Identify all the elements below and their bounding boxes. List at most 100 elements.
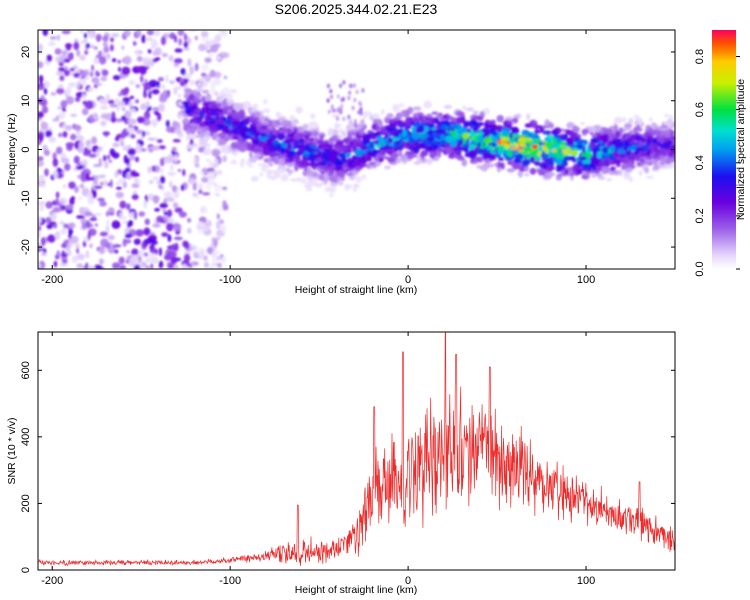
heatmap-cell bbox=[145, 265, 151, 269]
heatmap-cell bbox=[186, 125, 194, 129]
heatmap-cell bbox=[244, 102, 252, 108]
heatmap-cell bbox=[355, 89, 359, 95]
heatmap-cell bbox=[354, 167, 362, 171]
heatmap-cell bbox=[413, 106, 422, 111]
heatmap-cell bbox=[362, 133, 371, 142]
heatmap-cell bbox=[252, 103, 259, 109]
heatmap-cell bbox=[155, 57, 161, 61]
heatmap-cell bbox=[270, 175, 277, 181]
heatmap-cell bbox=[449, 121, 457, 125]
heatmap-cell bbox=[115, 191, 124, 199]
heatmap-cell bbox=[38, 134, 43, 143]
heatmap-cell bbox=[105, 94, 111, 101]
heatmap-cell bbox=[38, 156, 44, 162]
heatmap-cell bbox=[180, 184, 185, 191]
heatmap-cell bbox=[150, 263, 154, 269]
heatmap-cell bbox=[152, 195, 160, 204]
heatmap-cell bbox=[223, 75, 228, 80]
heatmap-cell bbox=[547, 122, 555, 129]
heatmap-cell bbox=[143, 199, 148, 209]
heatmap-cell bbox=[213, 112, 220, 116]
heatmap-cell bbox=[198, 256, 205, 260]
heatmap-cell bbox=[80, 183, 84, 189]
heatmap-cell bbox=[619, 157, 625, 164]
heatmap-cell bbox=[526, 113, 531, 121]
heatmap-cell bbox=[174, 154, 178, 163]
heatmap-cell bbox=[638, 139, 643, 147]
heatmap-cell bbox=[94, 264, 103, 269]
heatmap-cell bbox=[523, 146, 532, 153]
heatmap-cell bbox=[103, 155, 107, 162]
heatmap-cell bbox=[223, 108, 228, 115]
heatmap-cell bbox=[125, 167, 131, 173]
heatmap-cell bbox=[211, 164, 218, 168]
heatmap-cell bbox=[347, 95, 351, 101]
heatmap-cell bbox=[61, 259, 68, 264]
heatmap-cell bbox=[81, 93, 86, 99]
heatmap-cell bbox=[380, 109, 385, 115]
heatmap-cell bbox=[435, 118, 439, 124]
heatmap-cell bbox=[91, 64, 95, 72]
heatmap-cell bbox=[461, 115, 466, 124]
heatmap-cell bbox=[207, 123, 213, 129]
heatmap-cell bbox=[53, 260, 58, 268]
heatmap-cell bbox=[620, 163, 629, 169]
heatmap-cell bbox=[93, 57, 101, 65]
x-tick-label: -100 bbox=[219, 274, 241, 286]
heatmap-cell bbox=[80, 40, 86, 45]
heatmap-cell bbox=[194, 108, 202, 113]
heatmap-cell bbox=[112, 152, 120, 159]
heatmap-cell bbox=[385, 126, 394, 131]
heatmap-cell bbox=[558, 141, 567, 145]
heatmap-cell bbox=[186, 98, 192, 102]
heatmap-cell bbox=[73, 41, 80, 51]
heatmap-cell bbox=[71, 255, 79, 263]
heatmap-cell bbox=[129, 108, 136, 113]
heatmap-cell bbox=[192, 192, 199, 197]
heatmap-cell bbox=[106, 53, 111, 60]
heatmap-cell bbox=[199, 171, 204, 175]
heatmap-cell bbox=[384, 156, 390, 160]
heatmap-cell bbox=[52, 206, 62, 213]
heatmap-cell bbox=[177, 112, 183, 119]
heatmap-cell bbox=[359, 110, 363, 116]
heatmap-cell bbox=[200, 46, 208, 51]
heatmap-cell bbox=[199, 131, 207, 137]
heatmap-cell bbox=[199, 111, 205, 118]
heatmap-cell bbox=[163, 191, 173, 199]
heatmap-cell bbox=[227, 119, 232, 125]
heatmap-cell bbox=[140, 74, 144, 83]
heatmap-cell bbox=[230, 141, 239, 150]
heatmap-cell bbox=[140, 103, 147, 111]
heatmap-cell bbox=[472, 110, 479, 115]
heatmap-cell bbox=[329, 193, 334, 198]
heatmap-cell bbox=[607, 159, 611, 166]
heatmap-cell bbox=[648, 117, 653, 123]
heatmap-cell bbox=[378, 157, 384, 162]
heatmap-cell bbox=[491, 142, 497, 148]
heatmap-cell bbox=[336, 116, 339, 121]
heatmap-cell bbox=[204, 40, 213, 48]
heatmap-cell bbox=[506, 168, 516, 173]
heatmap-cell bbox=[613, 124, 619, 132]
heatmap-cell bbox=[212, 250, 221, 255]
heatmap-cell bbox=[357, 110, 361, 115]
heatmap-cell bbox=[670, 148, 675, 154]
heatmap-cell bbox=[206, 167, 215, 173]
heatmap-cell bbox=[628, 118, 634, 125]
heatmap-cell bbox=[339, 83, 343, 89]
heatmap-cell bbox=[338, 180, 344, 187]
heatmap-cell bbox=[199, 121, 206, 128]
heatmap-cell bbox=[295, 106, 303, 114]
heatmap-cell bbox=[166, 222, 174, 232]
heatmap-cell bbox=[451, 117, 456, 122]
heatmap-cell bbox=[68, 181, 76, 189]
heatmap-cell bbox=[662, 152, 667, 158]
heatmap-cell bbox=[257, 140, 266, 147]
heatmap-cell bbox=[95, 33, 102, 42]
heatmap-cell bbox=[332, 150, 339, 159]
heatmap-cell bbox=[595, 162, 601, 167]
heatmap-cell bbox=[524, 173, 530, 177]
heatmap-cell bbox=[50, 212, 57, 221]
